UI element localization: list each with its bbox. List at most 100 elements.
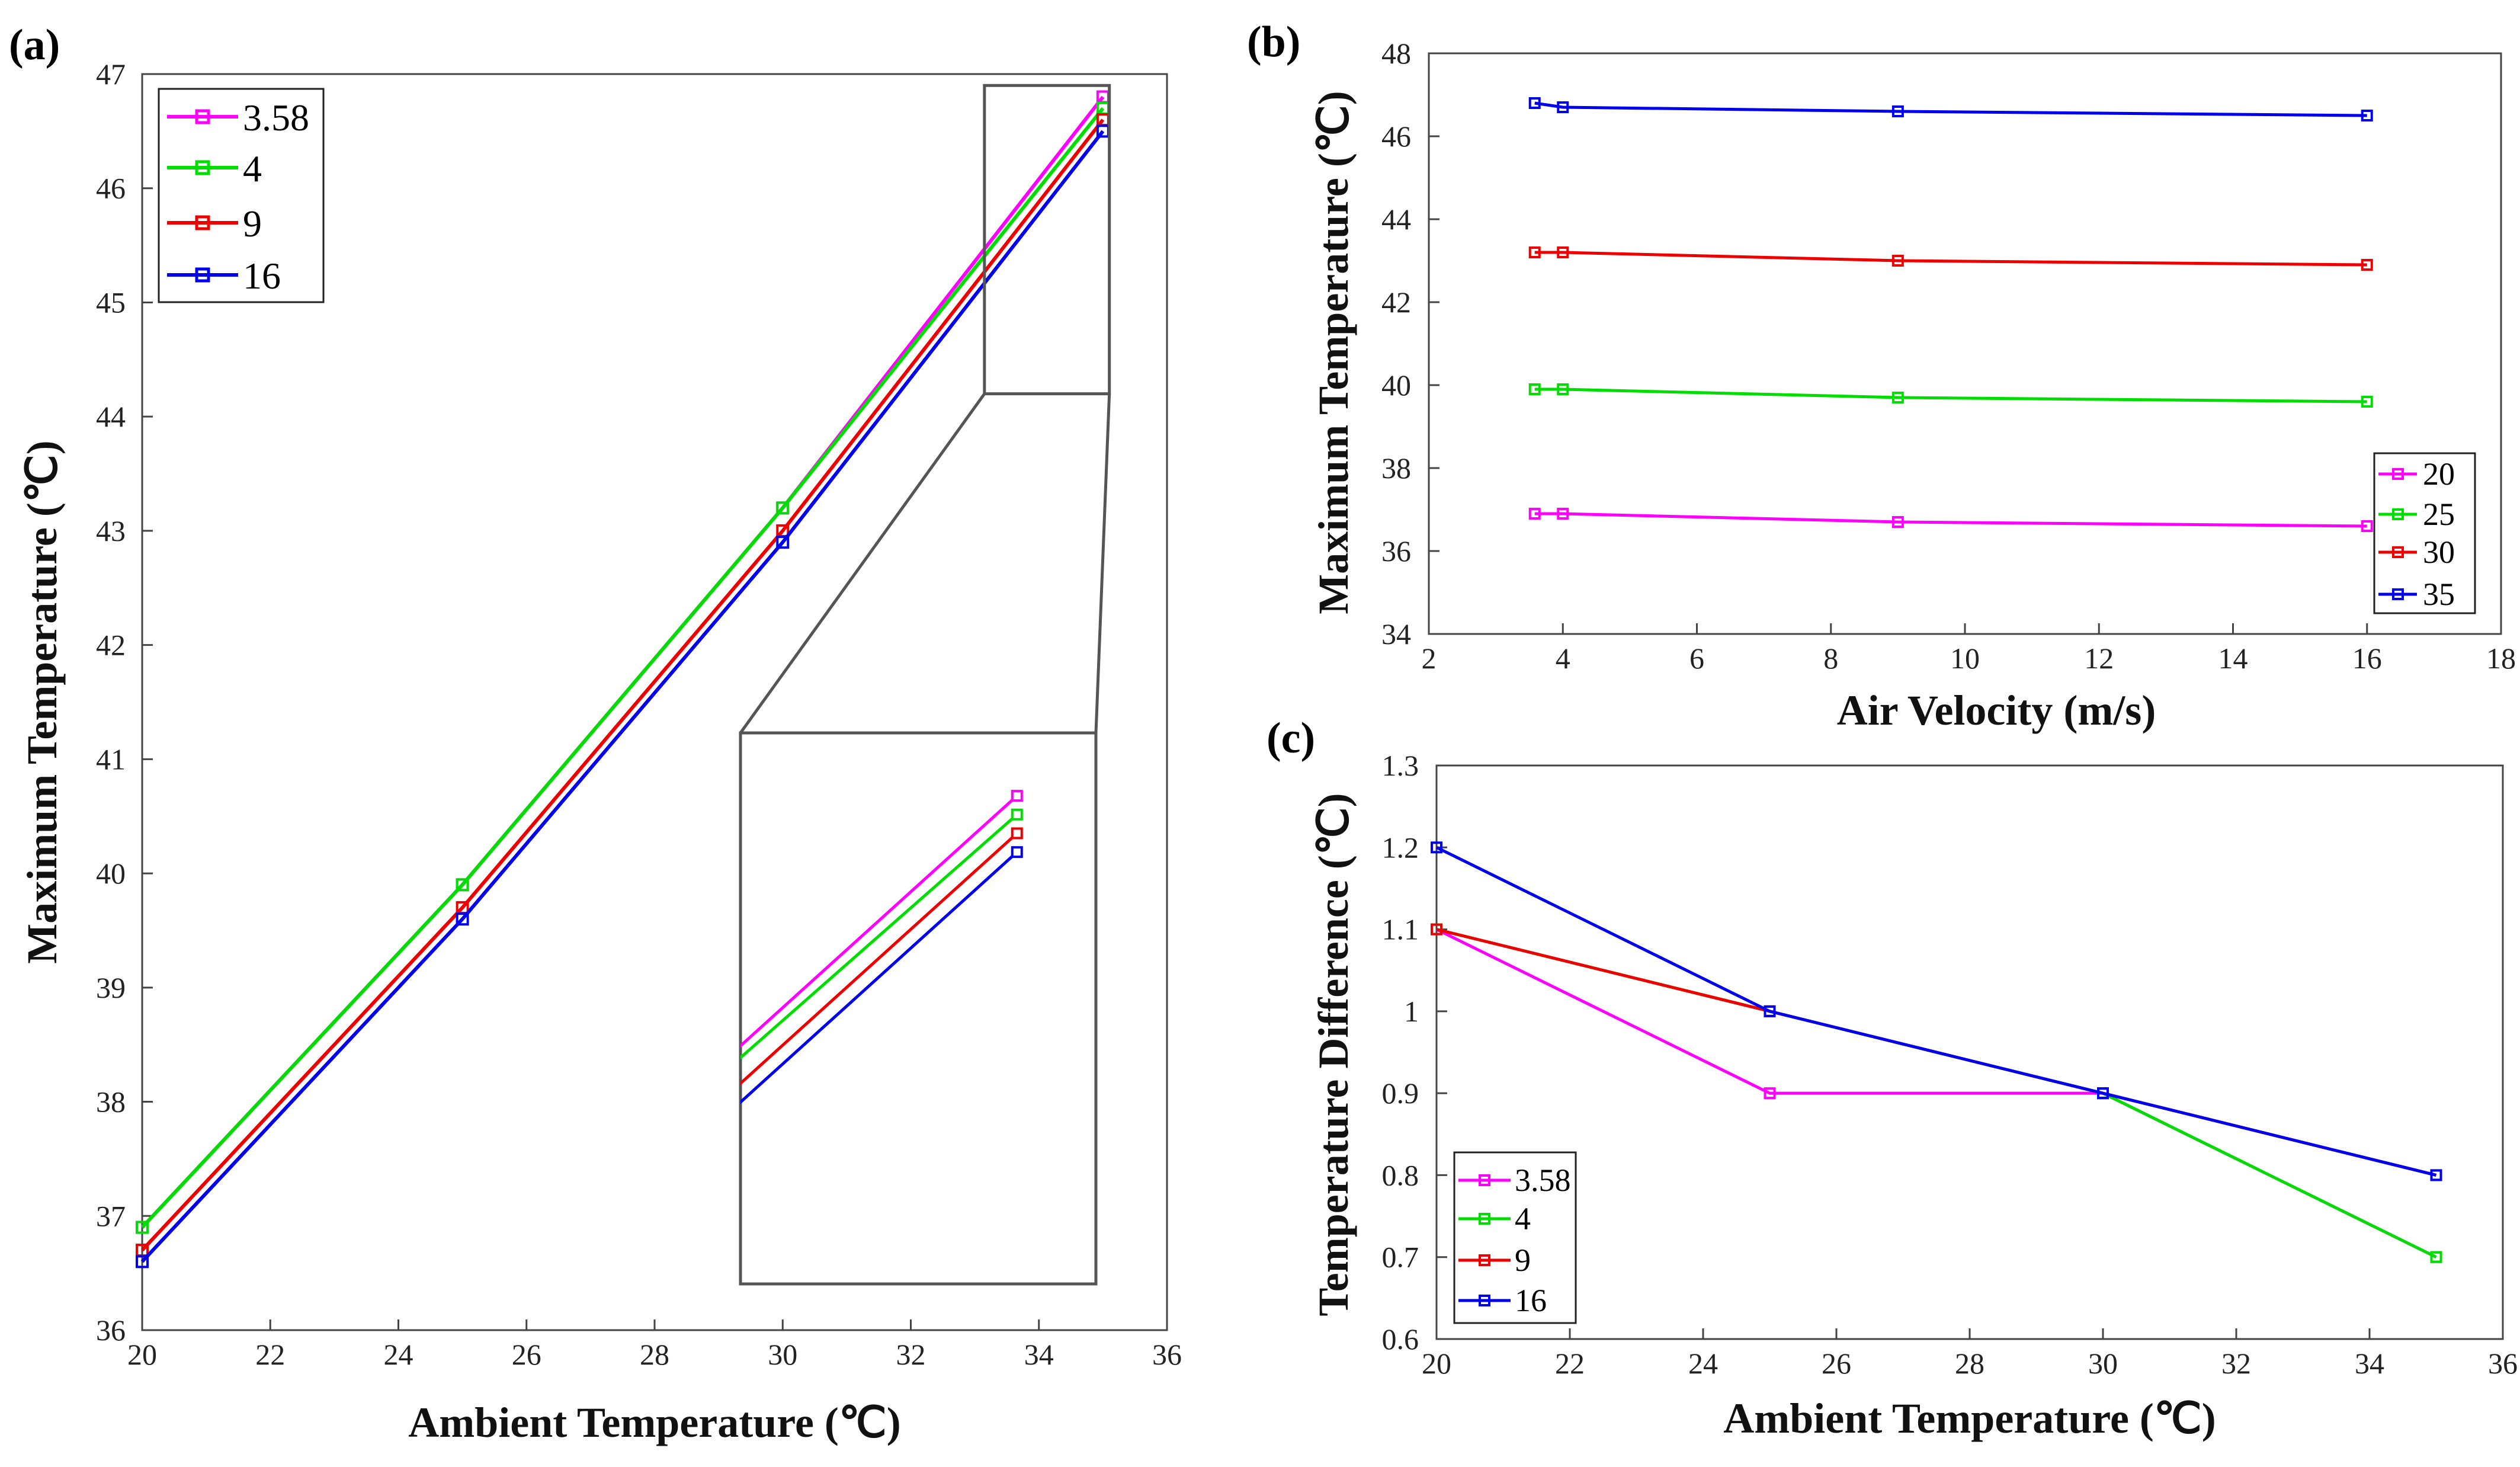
y-tick-label-c: 1.3 — [1382, 749, 1419, 782]
x-tick-label-b: 14 — [2218, 642, 2248, 675]
x-tick-label-a: 36 — [1152, 1338, 1182, 1371]
x-tick-label-a: 20 — [127, 1338, 157, 1371]
inset-point-16 — [1011, 846, 1023, 859]
data-point-b-35-0 — [1528, 97, 1541, 109]
inset-point-3.58 — [1011, 790, 1023, 802]
data-point-a-16-2 — [776, 536, 790, 549]
x-tick-label-c: 24 — [1688, 1347, 1718, 1380]
x-tick-label-a: 22 — [255, 1338, 285, 1371]
series-line-a-9 — [140, 118, 1105, 1252]
data-point-b-25-3 — [2361, 396, 2373, 408]
data-point-b-35-2 — [1891, 105, 1904, 117]
zoom-connector-left — [739, 393, 986, 734]
series-line-b-20 — [1534, 512, 2367, 528]
y-tick-label-c: 0.9 — [1382, 1077, 1419, 1110]
legend-label-30: 30 — [2423, 534, 2455, 570]
x-tick-label-b: 4 — [1556, 642, 1570, 675]
data-point-b-30-0 — [1528, 246, 1541, 258]
series-line-a-4 — [140, 107, 1105, 1229]
y-tick-label-a: 38 — [96, 1085, 126, 1119]
x-tick-label-c: 34 — [2355, 1347, 2384, 1380]
legend-marker-c-4 — [1479, 1213, 1490, 1225]
data-point-a-16-1 — [456, 912, 469, 926]
x-tick-label-c: 28 — [1955, 1347, 1984, 1380]
legend-label-c-9: 9 — [1515, 1242, 1531, 1278]
legend-box-a — [158, 88, 325, 303]
y-axis-label-a: Maximum Temperature (℃) — [18, 440, 66, 963]
legend-label-35: 35 — [2423, 576, 2455, 612]
data-point-c-3.58-1 — [1764, 1087, 1776, 1100]
y-tick-label-b: 36 — [1381, 534, 1411, 568]
legend-marker-c-9 — [1479, 1254, 1490, 1266]
y-tick-label-a: 47 — [96, 57, 126, 91]
legend-label-c-4: 4 — [1515, 1201, 1531, 1237]
inset-line-4 — [740, 813, 1018, 1060]
y-tick-label-a: 40 — [96, 857, 126, 890]
y-tick-label-a: 41 — [96, 742, 126, 776]
y-axis-label-b: Maximum Temperature (℃) — [1310, 91, 1357, 614]
y-tick-label-b: 44 — [1381, 203, 1411, 236]
data-point-a-16-0 — [136, 1255, 149, 1269]
y-tick-label-a: 43 — [96, 514, 126, 547]
inset-line-9 — [740, 832, 1018, 1085]
inset-point-4 — [1011, 808, 1023, 821]
panel-label-c: (c) — [1267, 714, 1315, 763]
y-tick-label-a: 44 — [96, 400, 126, 433]
y-tick-label-b: 42 — [1381, 286, 1411, 319]
legend-c: 3.58 4 9 16 — [1453, 1151, 1577, 1324]
data-point-c-16-3 — [2430, 1169, 2442, 1181]
inset-point-9 — [1011, 827, 1023, 840]
y-tick-label-b: 34 — [1381, 617, 1411, 651]
legend-label-9: 9 — [243, 203, 262, 245]
chart-panel-c: (c) 20 22 24 26 28 30 32 34 36 0.6 0.7 0.8 0.9 1 1.1 1.… — [1267, 714, 2518, 1442]
data-point-b-25-2 — [1891, 392, 1904, 403]
data-point-a-4-0 — [136, 1221, 149, 1234]
y-tick-label-c: 1.2 — [1382, 831, 1419, 864]
x-tick-label-a: 30 — [768, 1338, 797, 1371]
legend-label-20: 20 — [2423, 456, 2455, 492]
y-tick-label-a: 45 — [96, 286, 126, 319]
series-line-b-30 — [1534, 251, 2367, 267]
legend-label-3.58: 3.58 — [243, 97, 309, 139]
y-tick-label-b: 46 — [1381, 120, 1411, 153]
x-tick-label-a: 34 — [1024, 1338, 1054, 1371]
legend-marker-9 — [195, 215, 210, 230]
legend-label-16: 16 — [243, 255, 281, 297]
chart-panel-a: (a) 20 22 24 26 28 30 32 34 36363738394041424344… — [9, 21, 1182, 1446]
x-tick-label-a: 24 — [384, 1338, 413, 1371]
legend-b: 20 25 30 35 — [2373, 452, 2476, 614]
x-tick-label-b: 12 — [2084, 642, 2114, 675]
x-tick-label-b: 16 — [2352, 642, 2382, 675]
x-axis-label-b: Air Velocity (m/s) — [1837, 687, 2156, 734]
x-tick-label-c: 22 — [1555, 1347, 1585, 1380]
panel-label-b: (b) — [1247, 18, 1300, 66]
data-point-c-16-0 — [1431, 841, 1442, 854]
legend-marker-3.58 — [195, 109, 210, 124]
y-tick-label-c: 1.1 — [1382, 913, 1419, 946]
x-tick-label-c: 32 — [2221, 1347, 2251, 1380]
x-tick-label-c: 36 — [2488, 1347, 2518, 1380]
y-tick-label-a: 37 — [96, 1199, 126, 1232]
x-tick-label-c: 20 — [1422, 1347, 1451, 1380]
y-tick-label-c: 0.7 — [1382, 1241, 1419, 1274]
data-point-b-30-3 — [2361, 259, 2373, 271]
legend-box-c — [1453, 1151, 1577, 1324]
legend-marker-25 — [2392, 508, 2404, 520]
y-tick-label-b: 38 — [1381, 451, 1411, 485]
legend-label-25: 25 — [2423, 497, 2455, 532]
inset-zoom-panel — [739, 731, 1098, 1286]
y-tick-label-c: 0.6 — [1382, 1322, 1419, 1356]
series-line-a-16 — [140, 130, 1105, 1263]
x-tick-label-a: 28 — [640, 1338, 669, 1371]
legend-marker-30 — [2392, 546, 2404, 558]
legend-label-c-3.58: 3.58 — [1515, 1162, 1571, 1198]
series-line-b-25 — [1534, 387, 2367, 403]
y-tick-label-a: 39 — [96, 971, 126, 1004]
data-point-b-35-1 — [1557, 101, 1569, 113]
zoom-region-box — [983, 84, 1111, 396]
x-tick-label-c: 30 — [2088, 1347, 2118, 1380]
data-point-b-20-2 — [1891, 516, 1904, 528]
y-tick-label-c: 1 — [1404, 995, 1419, 1028]
data-point-c-16-1 — [1764, 1005, 1776, 1017]
